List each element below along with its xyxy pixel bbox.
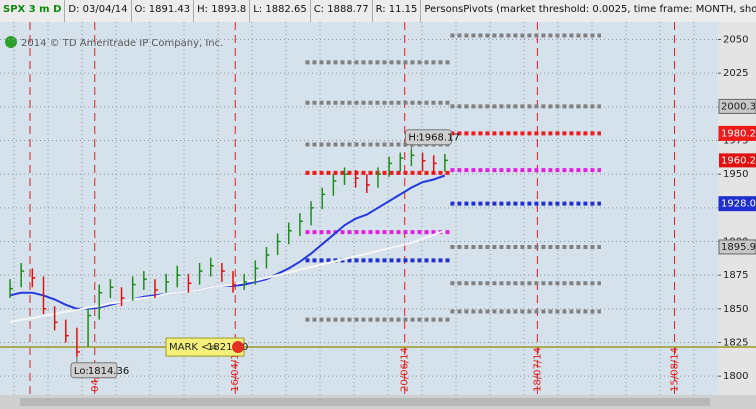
logo (5, 36, 17, 48)
x-tick-label: 15/08/14 (670, 347, 681, 392)
price-tag (718, 239, 756, 255)
last-price-tag (719, 153, 756, 168)
alert-label: MARK <= (169, 342, 218, 353)
price-tag-label: 1980.27 (721, 128, 756, 139)
price-tag (718, 196, 756, 212)
price-tag-label: 2000.32 (721, 101, 756, 112)
annotation-label: H: (408, 133, 419, 144)
header-cell: R: 11.15 (373, 0, 422, 22)
scroll-thumb[interactable] (20, 398, 710, 406)
y-tick-label: 1850 (723, 304, 748, 315)
y-tick-label: 2025 (723, 68, 748, 79)
header-cell: SPX 3 m D (0, 0, 66, 22)
y-tick-label: 1800 (723, 371, 748, 382)
y-tick-label: 1875 (723, 270, 748, 281)
header-cell: H: 1893.8 (194, 0, 251, 22)
annotation-label: Lo: (74, 366, 89, 377)
x-tick-label: 20/06/14 (400, 347, 411, 392)
y-tick-label: 1975 (723, 135, 748, 146)
annotation-box (404, 129, 452, 146)
header-cell: O: 1891.43 (132, 0, 195, 22)
annotation-box (70, 362, 118, 379)
header-cell: L: 1882.65 (250, 0, 311, 22)
alert-remove[interactable] (232, 341, 244, 354)
copyright: 2014 © TD Ameritrade IP Company, Inc. (21, 38, 223, 49)
last-price-label: 1960.23 (721, 155, 756, 166)
price-tag-label: 1928.08 (721, 199, 756, 210)
price-tag-label: 1895.94 (721, 242, 756, 253)
price-tag (718, 125, 756, 141)
moving-average (9, 229, 446, 324)
y-tick-label: 1825 (723, 337, 748, 348)
header-cell: D: 03/04/14 (65, 0, 132, 22)
x-tick-label: 18/07/14 (532, 347, 543, 392)
header-cell: C: 1888.77 (311, 0, 373, 22)
plot-area (0, 22, 718, 395)
header-cell: PersonsPivots (market threshold: 0.0025,… (421, 0, 756, 22)
annotation-value: 1814.36 (88, 366, 129, 377)
annotation-value: 1968.17 (418, 133, 459, 144)
alert-value: 1821.60 (207, 342, 248, 353)
header: SPX 3 m D D: 03/04/14 O: 1891.43 H: 1893.8 L… (0, 0, 756, 23)
price-tag (718, 98, 756, 114)
y-tick-label: 1950 (723, 169, 748, 180)
y-tick-label: 2050 (723, 35, 748, 46)
x-tick-label: 16/04/14 (230, 347, 241, 392)
